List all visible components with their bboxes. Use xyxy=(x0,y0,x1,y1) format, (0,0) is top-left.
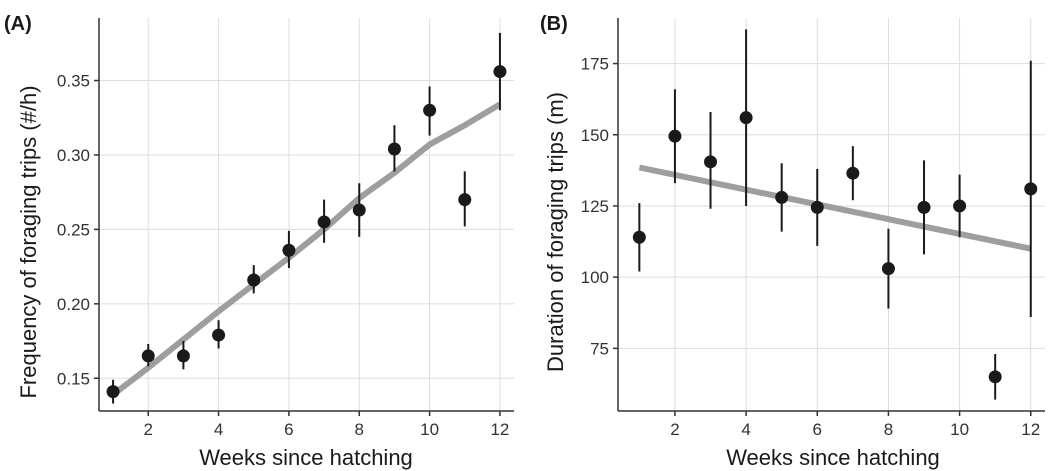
y-axis-label-a: Frequency of foraging trips (#/h) xyxy=(16,85,41,398)
x-tick-label: 8 xyxy=(884,420,893,439)
x-tick-label: 8 xyxy=(355,420,364,439)
y-tick-label: 0.15 xyxy=(57,369,90,388)
data-point xyxy=(282,243,296,257)
data-point xyxy=(493,65,507,79)
panel-b: 2 4 6 8 10 12 75 100 125 150 175 (B) Duration of f… xyxy=(540,13,1045,470)
x-tick-label: 4 xyxy=(214,420,223,439)
data-point xyxy=(632,230,646,244)
y-tick-label: 0.35 xyxy=(57,72,90,91)
data-point xyxy=(317,215,331,229)
x-axis-label-b: Weeks since hatching xyxy=(726,445,940,470)
data-point xyxy=(1024,182,1038,196)
data-point xyxy=(423,103,437,117)
y-axis-label-b: Duration of foraging trips (m) xyxy=(543,92,568,372)
data-point xyxy=(247,273,261,287)
data-point xyxy=(810,200,824,214)
x-tick-label: 10 xyxy=(950,420,969,439)
panel-a: 2 4 6 8 10 12 0.15 0.20 0.25 0.30 0.35 (A) Frequen… xyxy=(4,13,514,470)
y-tick-label: 100 xyxy=(581,268,609,287)
y-tick-label: 150 xyxy=(581,126,609,145)
x-tick-label: 6 xyxy=(284,420,293,439)
x-tick-label: 4 xyxy=(741,420,750,439)
panel-label-b: (B) xyxy=(540,13,568,35)
y-tick-label: 0.30 xyxy=(57,146,90,165)
x-axis-label-a: Weeks since hatching xyxy=(199,445,413,470)
data-point xyxy=(846,166,860,180)
data-point xyxy=(953,199,967,213)
y-tick-label: 125 xyxy=(581,197,609,216)
points-b xyxy=(632,29,1038,400)
data-point xyxy=(106,385,120,399)
fit-line xyxy=(638,164,1032,252)
panel-label-a: (A) xyxy=(4,13,32,35)
x-tick-label: 2 xyxy=(144,420,153,439)
x-tick-label: 6 xyxy=(813,420,822,439)
data-point xyxy=(668,129,682,143)
x-tick-label: 12 xyxy=(490,420,509,439)
data-point xyxy=(739,111,753,125)
data-point xyxy=(458,193,472,207)
data-point xyxy=(704,155,718,169)
y-tick-label: 175 xyxy=(581,55,609,74)
y-tick-label: 0.25 xyxy=(57,220,90,239)
points-a xyxy=(106,32,507,404)
data-point xyxy=(775,190,789,204)
data-point xyxy=(917,200,931,214)
y-tick-label: 0.20 xyxy=(57,295,90,314)
ticks-b: 2 4 6 8 10 12 75 100 125 150 175 xyxy=(581,55,1041,439)
data-point xyxy=(212,328,226,342)
y-tick-label: 75 xyxy=(590,339,609,358)
x-tick-label: 12 xyxy=(1021,420,1040,439)
fit-line xyxy=(111,101,502,397)
data-point xyxy=(387,142,401,156)
grid-b xyxy=(618,18,1045,411)
fit-line-a xyxy=(111,101,502,397)
data-point xyxy=(881,262,895,276)
data-point xyxy=(352,203,366,217)
ticks-a: 2 4 6 8 10 12 0.15 0.20 0.25 0.30 0.35 xyxy=(57,72,509,439)
grid-a xyxy=(99,18,514,411)
data-point xyxy=(141,349,155,363)
x-tick-label: 2 xyxy=(670,420,679,439)
data-point xyxy=(176,349,190,363)
x-tick-label: 10 xyxy=(420,420,439,439)
data-point xyxy=(988,370,1002,384)
fit-line-b xyxy=(638,164,1032,252)
